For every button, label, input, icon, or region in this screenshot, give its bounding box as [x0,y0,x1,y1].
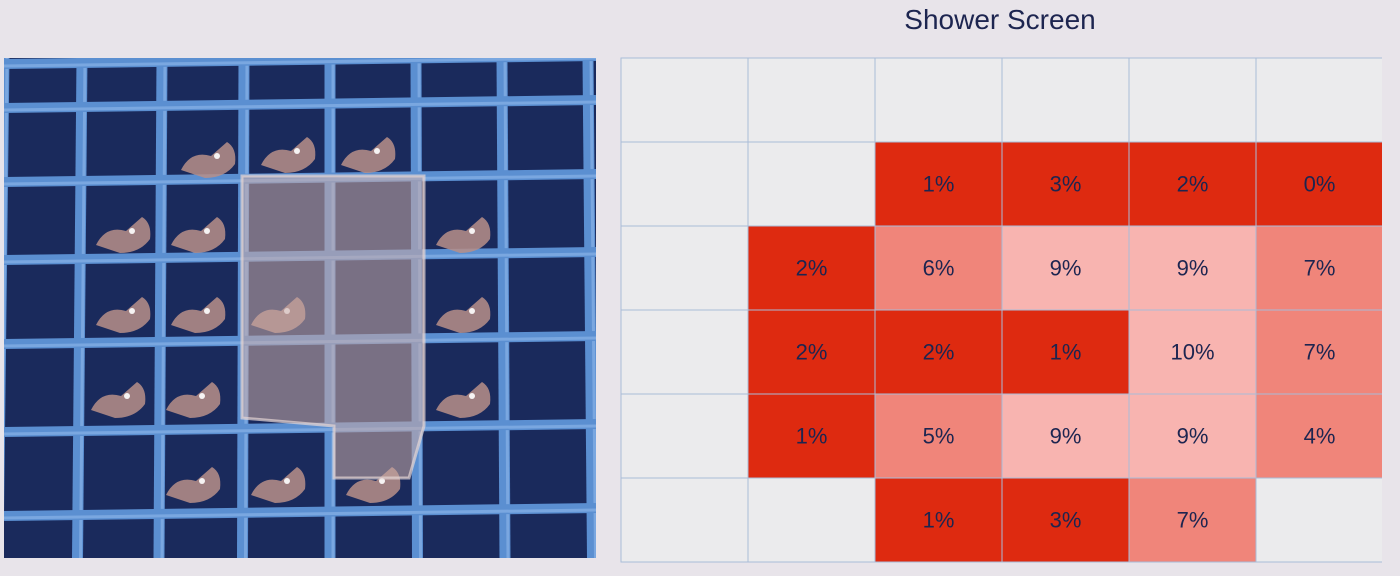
heatmap-cell-label: 9% [1177,256,1209,281]
heatmap-cell [747,57,876,143]
heatmap-cell [874,57,1003,143]
heatmap-cell-label: 7% [1177,508,1209,533]
heatmap-cell [1255,309,1382,395]
heatmap-cell [1255,393,1382,479]
shower-screen-photo [4,58,596,558]
heatmap-cell-label: 4% [1304,424,1336,449]
heatmap-cell [747,393,876,479]
heatmap-cell-label: 1% [923,172,955,197]
heatmap-cell [1001,393,1130,479]
coffee-puck [240,174,426,480]
heatmap-cell [620,477,749,563]
heatmap-cell [747,477,876,563]
heatmap-cell-label: 10% [1170,340,1214,365]
heatmap-cell-label: 1% [1050,340,1082,365]
heatmap-cell [1128,57,1257,143]
heatmap-cell [874,393,1003,479]
heatmap-cell-label: 9% [1050,256,1082,281]
heatmap-cell [1001,57,1130,143]
heatmap-cell [1001,225,1130,311]
heatmap-cell-label: 7% [1304,340,1336,365]
heatmap-cell-label: 2% [796,256,828,281]
heatmap-cell-label: 9% [1177,424,1209,449]
heatmap-cell [1128,309,1257,395]
heatmap-cell [1128,225,1257,311]
heatmap-cell [1128,477,1257,563]
heatmap-cell-label: 2% [923,340,955,365]
heatmap-cell [1128,141,1257,227]
heatmap-cell [620,225,749,311]
heatmap-cell [874,309,1003,395]
heatmap: 1% 3% 2% 0% 2% 6% 9% 9% 7% 2% 2% 1% 10% 7% 1% 5% 9% 9% 4% 1… [620,57,1382,563]
heatmap-cell [1255,141,1382,227]
heatmap-cell [1255,225,1382,311]
heatmap-cell-label: 5% [923,424,955,449]
chart-title: Shower Screen [904,4,1096,35]
heatmap-cell-label: 6% [923,256,955,281]
heatmap-cell [874,477,1003,563]
heatmap-cell-label: 3% [1050,172,1082,197]
heatmap-cell [1001,309,1130,395]
heatmap-cell-label: 3% [1050,508,1082,533]
heatmap-cell [874,141,1003,227]
heatmap-cell [1255,57,1382,143]
heatmap-cell [620,309,749,395]
heatmap-cell [874,225,1003,311]
heatmap-cell-label: 9% [1050,424,1082,449]
heatmap-cell [1001,477,1130,563]
heatmap-cell [620,57,749,143]
heatmap-cell [620,393,749,479]
heatmap-cell-label: 0% [1304,172,1336,197]
heatmap-cell [1001,141,1130,227]
heatmap-cell-label: 1% [923,508,955,533]
heatmap-cell-label: 2% [1177,172,1209,197]
heatmap-cell-label: 1% [796,424,828,449]
heatmap-cell-label: 2% [796,340,828,365]
heatmap-cell [747,141,876,227]
heatmap-cell [620,141,749,227]
heatmap-cell [1255,477,1382,563]
heatmap-cell-label: 7% [1304,256,1336,281]
